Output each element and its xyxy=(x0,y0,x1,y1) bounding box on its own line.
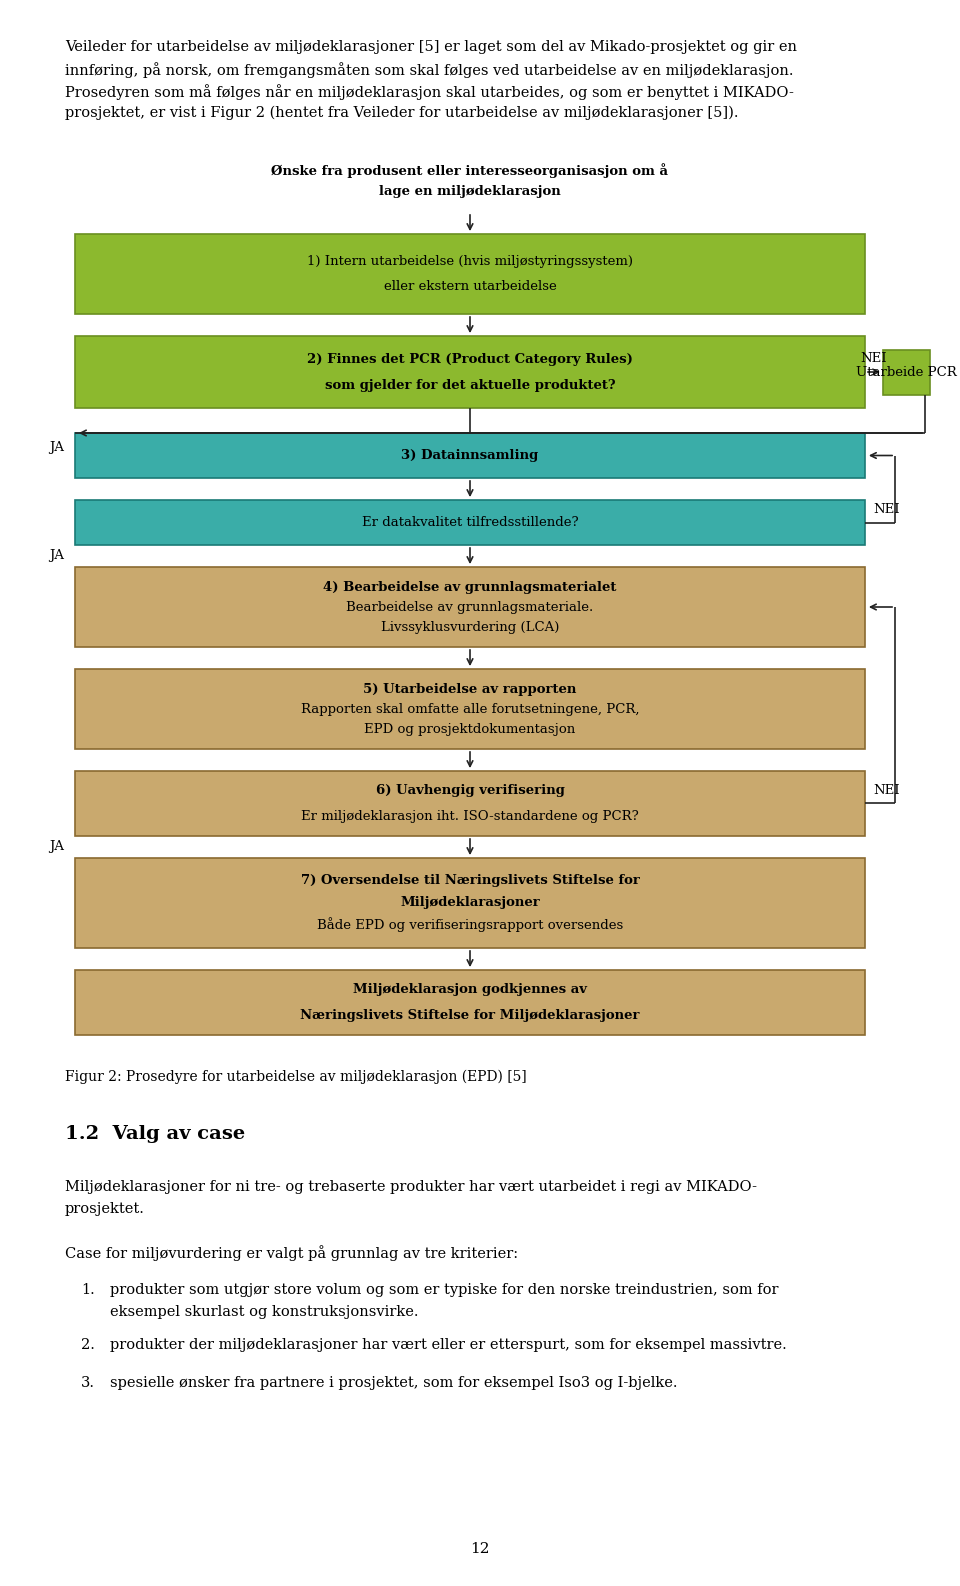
Bar xyxy=(75,858,865,948)
Bar xyxy=(75,336,865,408)
Text: som gjelder for det aktuelle produktet?: som gjelder for det aktuelle produktet? xyxy=(324,379,615,392)
Text: Miljødeklarasjon godkjennes av: Miljødeklarasjon godkjennes av xyxy=(353,983,587,996)
Bar xyxy=(75,235,865,314)
Text: Rapporten skal omfatte alle forutsetningene, PCR,: Rapporten skal omfatte alle forutsetning… xyxy=(300,703,639,715)
Bar xyxy=(75,568,865,647)
Text: Er miljødeklarasjon iht. ISO-standardene og PCR?: Er miljødeklarasjon iht. ISO-standardene… xyxy=(301,810,638,823)
Text: Utarbeide PCR: Utarbeide PCR xyxy=(856,365,957,379)
Text: innføring, på norsk, om fremgangsmåten som skal følges ved utarbeidelse av en mi: innføring, på norsk, om fremgangsmåten s… xyxy=(65,62,794,78)
Text: 1) Intern utarbeidelse (hvis miljøstyringssystem): 1) Intern utarbeidelse (hvis miljøstyrin… xyxy=(307,254,633,268)
Text: Livssyklusvurdering (LCA): Livssyklusvurdering (LCA) xyxy=(381,620,559,633)
Text: 4) Bearbeidelse av grunnlagsmaterialet: 4) Bearbeidelse av grunnlagsmaterialet xyxy=(324,580,616,593)
Text: Veileder for utarbeidelse av miljødeklarasjoner [5] er laget som del av Mikado-p: Veileder for utarbeidelse av miljødeklar… xyxy=(65,40,797,54)
Text: JA: JA xyxy=(50,549,64,561)
Text: 2.: 2. xyxy=(82,1339,95,1351)
Bar xyxy=(883,349,930,395)
Text: JA: JA xyxy=(50,441,64,454)
Text: 5) Utarbeidelse av rapporten: 5) Utarbeidelse av rapporten xyxy=(363,682,577,696)
Bar xyxy=(75,500,865,546)
Text: Både EPD og verifiseringsrapport oversendes: Både EPD og verifiseringsrapport oversen… xyxy=(317,918,623,933)
Text: Miljødeklarasjoner for ni tre- og trebaserte produkter har vært utarbeidet i reg: Miljødeklarasjoner for ni tre- og trebas… xyxy=(65,1180,757,1194)
Text: 2) Finnes det PCR (Product Category Rules): 2) Finnes det PCR (Product Category Rule… xyxy=(307,352,633,365)
Text: Figur 2: Prosedyre for utarbeidelse av miljødeklarasjon (EPD) [5]: Figur 2: Prosedyre for utarbeidelse av m… xyxy=(65,1071,527,1085)
Text: Prosedyren som må følges når en miljødeklarasjon skal utarbeides, og som er beny: Prosedyren som må følges når en miljødek… xyxy=(65,84,794,100)
Text: eksempel skurlast og konstruksjonsvirke.: eksempel skurlast og konstruksjonsvirke. xyxy=(110,1305,419,1320)
Text: Næringslivets Stiftelse for Miljødeklarasjoner: Næringslivets Stiftelse for Miljødeklara… xyxy=(300,1009,639,1021)
Bar xyxy=(75,971,865,1036)
Text: produkter der miljødeklarasjoner har vært eller er etterspurt, som for eksempel : produkter der miljødeklarasjoner har vær… xyxy=(110,1339,787,1351)
Text: NEI: NEI xyxy=(873,503,900,515)
Text: lage en miljødeklarasjon: lage en miljødeklarasjon xyxy=(379,186,561,198)
Bar xyxy=(75,433,865,477)
Bar xyxy=(75,771,865,836)
Text: 7) Oversendelse til Næringslivets Stiftelse for: 7) Oversendelse til Næringslivets Stifte… xyxy=(300,874,639,888)
Bar xyxy=(75,669,865,749)
Text: NEI: NEI xyxy=(873,783,900,798)
Text: NEI: NEI xyxy=(861,352,887,365)
Text: 3.: 3. xyxy=(81,1377,95,1389)
Text: 1.2  Valg av case: 1.2 Valg av case xyxy=(65,1124,245,1144)
Text: 6) Uavhengig verifisering: 6) Uavhengig verifisering xyxy=(375,783,564,798)
Text: eller ekstern utarbeidelse: eller ekstern utarbeidelse xyxy=(384,281,557,293)
Text: 3) Datainnsamling: 3) Datainnsamling xyxy=(401,449,539,462)
Text: JA: JA xyxy=(50,841,64,853)
Text: Er datakvalitet tilfredsstillende?: Er datakvalitet tilfredsstillende? xyxy=(362,515,578,530)
Text: 1.: 1. xyxy=(82,1283,95,1297)
Text: Ønske fra produsent eller interesseorganisasjon om å: Ønske fra produsent eller interesseorgan… xyxy=(272,163,668,178)
Text: spesielle ønsker fra partnere i prosjektet, som for eksempel Iso3 og I-bjelke.: spesielle ønsker fra partnere i prosjekt… xyxy=(110,1377,678,1389)
Text: Bearbeidelse av grunnlagsmateriale.: Bearbeidelse av grunnlagsmateriale. xyxy=(347,601,593,614)
Text: produkter som utgjør store volum og som er typiske for den norske treindustrien,: produkter som utgjør store volum og som … xyxy=(110,1283,779,1297)
Text: Miljødeklarasjoner: Miljødeklarasjoner xyxy=(400,896,540,909)
Text: 12: 12 xyxy=(470,1542,490,1556)
Text: Case for miljøvurdering er valgt på grunnlag av tre kriterier:: Case for miljøvurdering er valgt på grun… xyxy=(65,1245,518,1261)
Text: prosjektet.: prosjektet. xyxy=(65,1202,145,1216)
Text: EPD og prosjektdokumentasjon: EPD og prosjektdokumentasjon xyxy=(365,723,576,736)
Text: prosjektet, er vist i Figur 2 (hentet fra Veileder for utarbeidelse av miljødekl: prosjektet, er vist i Figur 2 (hentet fr… xyxy=(65,106,738,121)
